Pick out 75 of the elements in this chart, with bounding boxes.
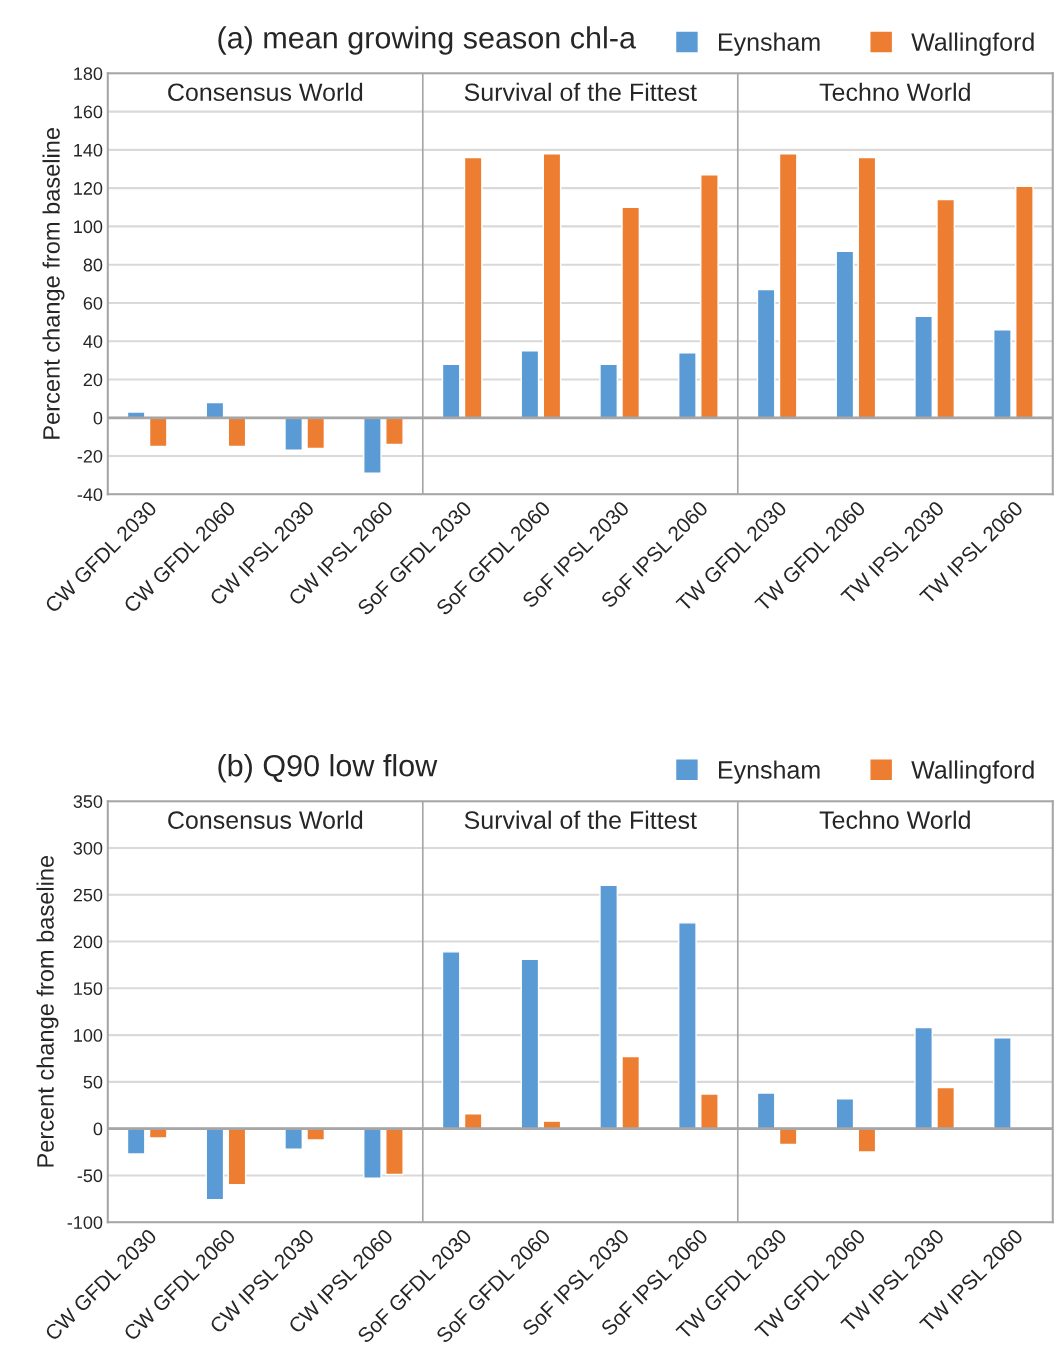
y-tick-label: 0 — [93, 411, 103, 425]
bar — [621, 206, 641, 419]
bar — [520, 958, 540, 1130]
annotation: Techno World — [819, 810, 970, 829]
annotation: Techno World — [819, 82, 970, 102]
y-tick-label: 200 — [73, 935, 103, 949]
legend-label: Wallingford — [911, 32, 1034, 56]
bar — [599, 884, 618, 1130]
bar — [993, 1037, 1012, 1130]
y-tick-label: 160 — [74, 105, 103, 119]
annotation: Survival of the Fittest — [464, 82, 697, 102]
bar — [227, 1127, 247, 1186]
bar — [857, 1127, 877, 1153]
y-tick-label: 40 — [83, 335, 103, 348]
y-tick-label: -50 — [77, 1169, 103, 1183]
chart-title: (a) mean growing season chl-a — [218, 26, 636, 55]
legend-label: Wallingford — [911, 760, 1034, 784]
bar — [914, 315, 933, 419]
bar — [599, 363, 618, 419]
annotation: Consensus World — [168, 82, 363, 102]
y-tick-label: 0 — [93, 1122, 103, 1136]
annotation: Consensus World — [168, 810, 363, 829]
bar — [835, 250, 855, 419]
bar — [936, 198, 956, 419]
bar — [700, 1093, 719, 1130]
y-tick-label: 350 — [73, 795, 103, 808]
legend-label: Eynsham — [719, 32, 820, 56]
y-tick-label: 50 — [83, 1075, 103, 1089]
y-tick-label: 100 — [74, 220, 103, 234]
bar — [441, 951, 461, 1130]
y-tick-label: 120 — [74, 182, 103, 195]
chart-title: (b) Q90 low flow — [218, 754, 438, 783]
y-tick-label: 300 — [73, 841, 103, 855]
bar — [441, 363, 461, 419]
bar — [756, 1092, 776, 1130]
y-tick-label: 80 — [83, 258, 103, 272]
bar — [126, 1127, 146, 1155]
bar — [284, 1127, 304, 1150]
bar — [936, 1086, 956, 1130]
y-tick-label: 60 — [83, 296, 103, 310]
bar — [993, 329, 1012, 419]
y-tick-label: -100 — [67, 1216, 103, 1229]
bar — [678, 922, 697, 1130]
y-tick-label: -20 — [77, 449, 103, 463]
annotation: Survival of the Fittest — [464, 810, 697, 829]
bar — [385, 417, 404, 446]
bar — [1015, 185, 1034, 419]
bar — [857, 156, 877, 419]
bar — [306, 417, 326, 450]
bar — [678, 352, 697, 419]
y-tick-label: 100 — [74, 1029, 103, 1042]
bar — [756, 288, 776, 419]
legend-label: Eynsham — [719, 760, 820, 784]
y-tick-label: -40 — [77, 488, 103, 502]
y-axis-title: Percent change from baseline — [42, 128, 65, 439]
bar — [284, 417, 304, 451]
y-axis-title: Percent change from baseline — [36, 855, 59, 1167]
bar — [227, 417, 247, 448]
bar — [385, 1127, 404, 1176]
bar — [621, 1055, 641, 1130]
y-tick-label: 20 — [83, 373, 103, 387]
bar — [778, 153, 798, 419]
y-tick-label: 180 — [74, 67, 103, 81]
bar — [363, 417, 382, 474]
y-tick-label: 150 — [74, 982, 103, 996]
bar — [700, 174, 719, 419]
y-tick-label: 250 — [73, 888, 103, 902]
bar — [363, 1127, 382, 1179]
bar — [520, 350, 540, 419]
bar — [463, 156, 483, 419]
bar — [542, 153, 562, 419]
y-tick-label: 140 — [74, 143, 103, 157]
bar — [914, 1026, 933, 1130]
bar — [205, 1127, 225, 1201]
bar — [148, 417, 168, 448]
